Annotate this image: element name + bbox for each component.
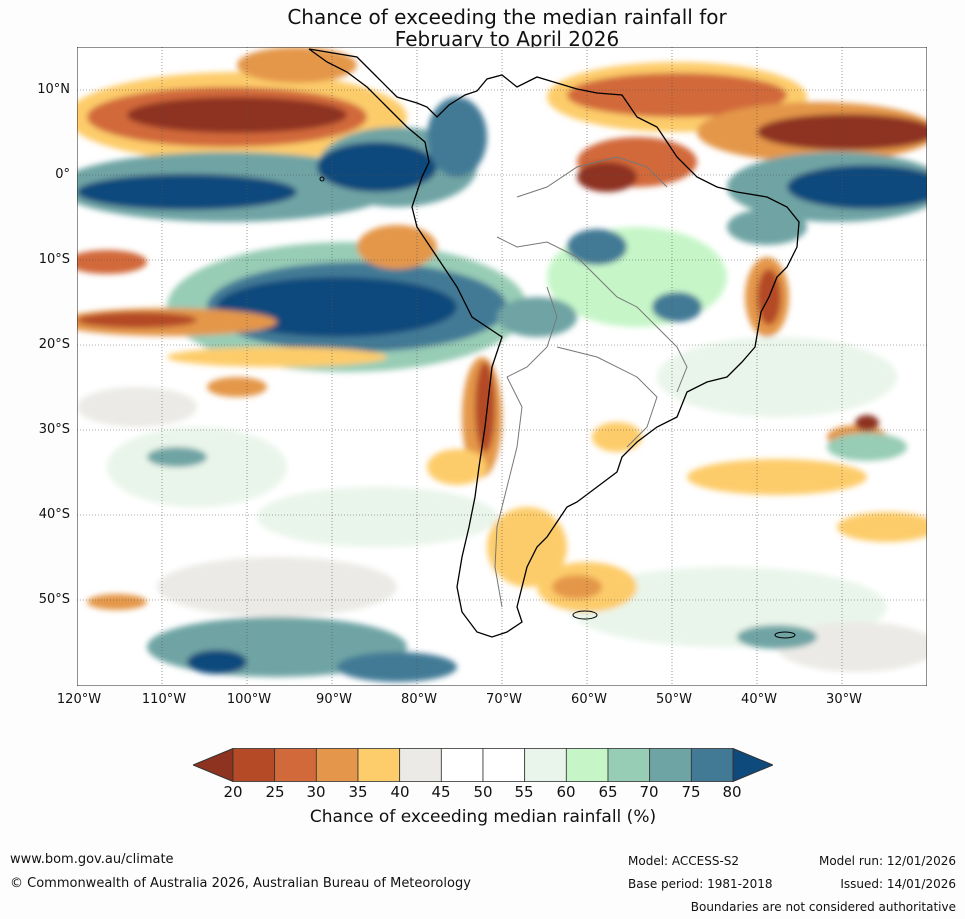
colorbar-bin — [524, 748, 567, 782]
lon-label-80w: 80°W — [401, 692, 437, 707]
lat-label-0: 0° — [55, 167, 70, 182]
colorbar-bin — [274, 748, 317, 782]
lat-label-30s: 30°S — [38, 422, 70, 437]
colorbar-bin — [565, 748, 609, 782]
colorbar-bin — [607, 748, 651, 782]
colorbar-bin — [399, 748, 442, 782]
lon-label-30w: 30°W — [826, 692, 862, 707]
colorbar-tick: 50 — [473, 783, 493, 801]
colorbar-extend-high — [732, 748, 773, 782]
lon-label-100w: 100°W — [226, 692, 272, 707]
falkland-islands — [572, 610, 598, 620]
colorbar — [193, 748, 773, 782]
lon-label-40w: 40°W — [741, 692, 777, 707]
graticule — [77, 47, 927, 686]
footer-model-run: Model run: 12/01/2026 — [818, 854, 956, 868]
colorbar-bin — [315, 748, 359, 782]
lat-label-20s: 20°S — [38, 337, 70, 352]
lon-label-90w: 90°W — [316, 692, 352, 707]
footer-issued: Issued: 14/01/2026 — [840, 877, 956, 891]
map-canvas — [77, 47, 927, 686]
probability-fields — [77, 47, 927, 682]
colorbar-bin — [440, 748, 484, 782]
lat-label-40s: 40°S — [38, 507, 70, 522]
lat-label-10n: 10°N — [37, 82, 70, 97]
lat-label-10s: 10°S — [38, 252, 70, 267]
colorbar-bin — [649, 748, 692, 782]
country-borders — [494, 156, 688, 608]
map-title-line-1: Chance of exceeding the median rainfall … — [287, 5, 727, 29]
colorbar-bin — [482, 748, 526, 782]
colorbar-tick: 25 — [265, 783, 285, 801]
lon-label-60w: 60°W — [571, 692, 607, 707]
footer-model: Model: ACCESS-S2 — [628, 854, 740, 868]
colorbar-tick: 80 — [722, 783, 742, 801]
colorbar-bin — [357, 748, 401, 782]
footer-url: www.bom.gov.au/climate — [10, 852, 174, 867]
south-america-coastline — [308, 48, 800, 638]
colorbar-tick: 55 — [514, 783, 534, 801]
footer-disclaimer: Boundaries are not considered authoritat… — [690, 900, 956, 914]
colorbar-tick: 70 — [639, 783, 659, 801]
colorbar-tick: 65 — [598, 783, 618, 801]
colorbar-tick: 40 — [390, 783, 410, 801]
colorbar-bin — [690, 748, 734, 782]
footer-base-period: Base period: 1981-2018 — [628, 877, 773, 891]
lon-label-50w: 50°W — [656, 692, 692, 707]
colorbar-tick: 30 — [306, 783, 326, 801]
galapagos-islands — [319, 176, 325, 182]
colorbar-label: Chance of exceeding median rainfall (%) — [309, 807, 657, 827]
lon-label-70w: 70°W — [486, 692, 522, 707]
colorbar-tick: 60 — [556, 783, 576, 801]
footer-copyright: © Commonwealth of Australia 2026, Austra… — [10, 876, 471, 891]
south-georgia-island — [774, 631, 796, 639]
lat-label-50s: 50°S — [38, 592, 70, 607]
lon-label-120w: 120°W — [56, 692, 102, 707]
colorbar-tick: 20 — [223, 783, 243, 801]
colorbar-tick: 45 — [431, 783, 451, 801]
lon-label-110w: 110°W — [141, 692, 187, 707]
rainfall-probability-map — [77, 47, 927, 686]
colorbar-tick: 35 — [348, 783, 368, 801]
colorbar-tick: 75 — [681, 783, 701, 801]
colorbar-bin — [232, 748, 276, 782]
colorbar-extend-low — [193, 748, 234, 782]
